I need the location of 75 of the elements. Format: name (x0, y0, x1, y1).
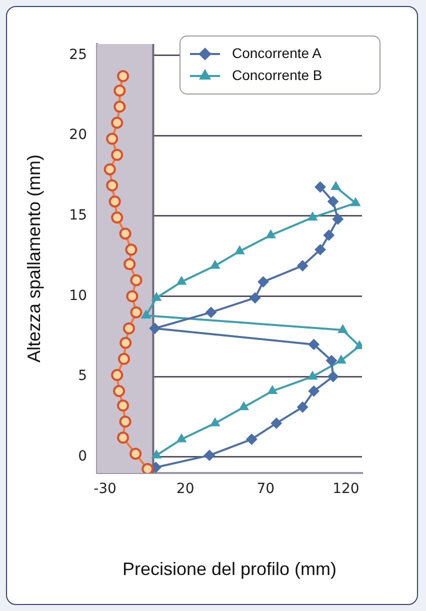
point (328, 371, 339, 382)
point (297, 260, 308, 272)
point (111, 116, 124, 129)
point (308, 338, 320, 350)
point (258, 276, 269, 288)
x-tick-label: 120 (332, 481, 360, 498)
y-tick-label: 25 (69, 46, 87, 63)
point (130, 306, 142, 318)
point (118, 352, 130, 365)
point (350, 198, 360, 206)
point (152, 292, 162, 301)
point (114, 84, 126, 97)
point (308, 212, 318, 221)
point (130, 274, 142, 286)
point (120, 336, 132, 349)
point (266, 230, 276, 238)
point (210, 418, 220, 426)
x-tick-label: 70 (256, 481, 275, 498)
y-tick-label: 10 (69, 288, 87, 304)
point (152, 450, 162, 458)
point (328, 196, 339, 207)
y-tick-label: 0 (78, 448, 87, 465)
x-axis-title: Precisione del profilo (mm) (122, 559, 337, 580)
point (314, 182, 326, 192)
point (111, 368, 124, 381)
point (314, 244, 326, 256)
point (117, 70, 130, 82)
point (124, 258, 136, 270)
point (234, 246, 244, 254)
point (111, 148, 124, 161)
point (106, 132, 118, 145)
point (268, 386, 278, 394)
point (308, 386, 320, 397)
point (323, 230, 334, 241)
point (114, 100, 126, 113)
point (206, 306, 217, 318)
point (250, 292, 261, 304)
legend-label: Concorrente B (232, 66, 322, 83)
point (125, 244, 138, 256)
point (338, 324, 348, 333)
point (104, 163, 116, 176)
point (210, 260, 220, 269)
point (111, 212, 124, 224)
point (176, 434, 186, 442)
x-tick-label: -30 (94, 481, 116, 498)
point (119, 416, 132, 428)
point (330, 182, 341, 190)
point (122, 322, 135, 334)
point (326, 355, 337, 366)
point (119, 228, 132, 240)
point (130, 448, 142, 460)
point (308, 371, 318, 380)
point (246, 434, 258, 445)
point (176, 276, 186, 285)
point (270, 418, 282, 429)
y-axis-title: Altezza spallamento (mm) (24, 154, 44, 363)
point (126, 290, 138, 302)
point (106, 179, 118, 192)
legend-label: Concorrente A (232, 44, 322, 61)
y-tick-label: 5 (78, 368, 87, 384)
x-tick-label: 20 (176, 481, 194, 498)
point (117, 432, 130, 444)
point (204, 450, 215, 461)
point (108, 195, 121, 208)
point (117, 400, 130, 412)
point (297, 402, 308, 413)
point (332, 214, 344, 225)
point (113, 385, 126, 398)
point (336, 355, 346, 364)
point (238, 402, 249, 410)
point (142, 462, 154, 473)
point (149, 322, 160, 334)
y-tick-label: 15 (69, 208, 87, 224)
point (141, 310, 151, 319)
y-tick-label: 20 (69, 127, 87, 144)
